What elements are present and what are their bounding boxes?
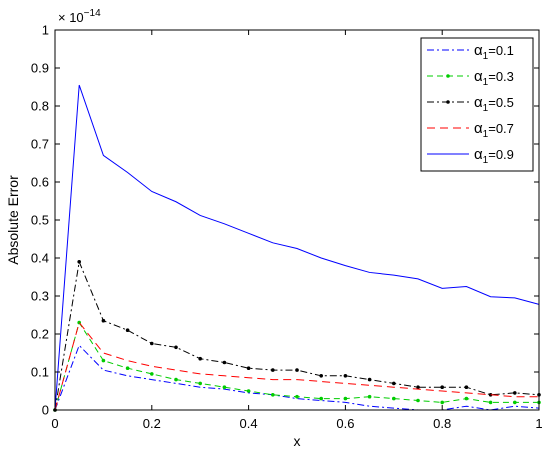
series-3-point [77, 260, 81, 264]
y-tick-label: 0.7 [31, 137, 49, 152]
series-3-point [174, 345, 178, 350]
series-2-point [343, 396, 348, 401]
series-2-point [246, 389, 251, 393]
exponent-base: × 10 [58, 10, 84, 25]
y-tick-label: 1 [42, 23, 49, 38]
series-3-point [440, 385, 445, 390]
series-2-point [488, 400, 493, 405]
series-layer [53, 84, 541, 412]
x-tick-label: 1 [535, 416, 542, 431]
y-axis-label: Absolute Error [5, 175, 21, 265]
exponent-power: −14 [84, 8, 101, 19]
series-3-point [198, 356, 202, 361]
series-3-point [271, 368, 275, 372]
y-tick-label: 0.3 [31, 289, 49, 304]
y-tick-label: 0.5 [31, 213, 49, 228]
series-3-point [488, 393, 493, 397]
legend-marker [446, 74, 450, 78]
series-3-point [464, 385, 469, 390]
x-axis-label: x [294, 433, 301, 449]
series-line-1 [54, 344, 540, 411]
legend-item: α1=0.1 [427, 42, 514, 62]
series-2-point [198, 381, 202, 386]
legend-label: α1=0.9 [474, 146, 514, 166]
legend-item: α1=0.5 [427, 94, 514, 114]
x-tick-label: 0.2 [143, 416, 161, 431]
series-2-point [295, 394, 299, 399]
series-2-point [367, 394, 372, 399]
series-2-point [150, 372, 154, 376]
y-tick-label: 0.9 [31, 61, 49, 76]
series-2-point [319, 396, 324, 401]
series-line-5 [54, 84, 540, 411]
y-tick-label: 0.2 [31, 327, 49, 342]
series-3-point [343, 374, 348, 378]
series-2-point [101, 358, 106, 363]
x-tick-label: 0 [51, 416, 58, 431]
series-2-point [271, 393, 275, 397]
y-tick-label: 0 [42, 403, 49, 418]
y-tick-label: 0.1 [31, 365, 49, 380]
legend-label: α1=0.7 [474, 120, 514, 140]
series-3-point [319, 374, 324, 378]
exponent-label: × 10−14 [58, 8, 101, 25]
legend-item: α1=0.9 [427, 146, 514, 166]
y-tick-label: 0.6 [31, 175, 49, 190]
legend-label: α1=0.3 [474, 68, 514, 88]
series-2-point [174, 377, 178, 382]
series-3-point [101, 318, 106, 323]
series-line-4 [54, 321, 539, 411]
series-3-point [295, 368, 299, 372]
plot-area: 0 0.2 0.4 0.6 0.8 1 0 0.1 0.2 0.3 0.4 0.5 0.6 0.7 0.8 0… [31, 23, 543, 432]
legend-marker [446, 100, 450, 104]
legend-item: α1=0.7 [427, 120, 514, 140]
series-2-point [416, 398, 420, 403]
x-tick-label: 0.4 [240, 416, 258, 431]
legend-items: α1=0.1 α1=0.3 α1=0.5 α1=0.7 α1=0.9 [427, 42, 514, 166]
series-3-point [222, 360, 227, 365]
series-2-point [392, 396, 396, 401]
legend-label: α1=0.1 [474, 42, 514, 62]
ticks-layer: 0 0.2 0.4 0.6 0.8 1 0 0.1 0.2 0.3 0.4 0.5 0.6 0.7 0.8 0… [31, 23, 543, 432]
legend-box [420, 37, 534, 172]
series-2-point [513, 400, 517, 405]
series-3-point [416, 385, 420, 390]
y-tick-label: 0.4 [31, 251, 49, 266]
series-3-point [367, 377, 372, 382]
series-3-point [513, 391, 517, 395]
series-2-point [125, 366, 130, 371]
legend-label: α1=0.5 [474, 94, 514, 114]
legend: α1=0.1 α1=0.3 α1=0.5 α1=0.7 α1=0.9 [420, 37, 534, 172]
y-tick-label: 0.8 [31, 99, 49, 114]
x-tick-label: 0.6 [336, 416, 354, 431]
series-2-point [222, 385, 227, 390]
series-3-point [150, 341, 154, 346]
x-tick-label: 0.8 [433, 416, 451, 431]
series-3-point [246, 366, 251, 371]
legend-item: α1=0.3 [427, 68, 514, 88]
series-2-point [464, 396, 469, 401]
series-3-point [125, 328, 130, 333]
series-3-point [392, 381, 396, 386]
series-2-point [440, 400, 445, 405]
